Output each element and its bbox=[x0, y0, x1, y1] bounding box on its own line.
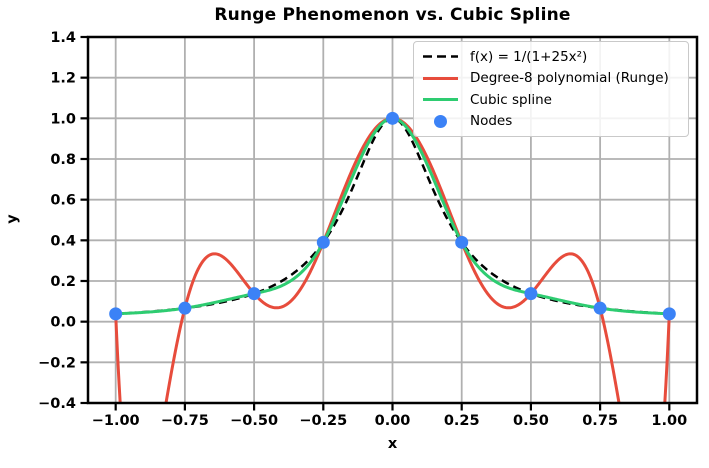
y-tick-label: 0.2 bbox=[50, 274, 76, 290]
legend: f(x) = 1/(1+25x²) Degree-8 polynomial (R… bbox=[413, 41, 689, 137]
legend-label-nodes: Nodes bbox=[470, 113, 513, 130]
node-point bbox=[109, 307, 123, 321]
dashed-line-swatch bbox=[422, 49, 459, 64]
y-tick-label: 0.0 bbox=[50, 315, 76, 331]
node-point bbox=[316, 235, 330, 249]
legend-label-true-function: f(x) = 1/(1+25x²) bbox=[470, 48, 588, 65]
x-tick-label: −0.50 bbox=[230, 413, 278, 429]
y-tick-label: 1.2 bbox=[50, 71, 76, 87]
y-axis-label: y bbox=[4, 214, 21, 224]
y-tick-label: 1.4 bbox=[50, 30, 76, 46]
legend-item-spline: Cubic spline bbox=[422, 89, 680, 111]
x-tick-label: 1.00 bbox=[651, 413, 687, 429]
legend-item-nodes: Nodes bbox=[422, 111, 680, 133]
y-tick-label: −0.2 bbox=[38, 355, 76, 371]
legend-node-marker bbox=[434, 114, 447, 128]
node-point bbox=[455, 235, 469, 249]
y-tick-label: 0.8 bbox=[50, 152, 76, 168]
y-tick-label: 0.4 bbox=[50, 233, 76, 249]
nodes-marker-swatch bbox=[422, 114, 459, 129]
y-tick-label: 0.6 bbox=[50, 193, 76, 209]
node-point bbox=[593, 301, 607, 315]
x-axis-label: x bbox=[387, 436, 398, 452]
legend-item-polynomial: Degree-8 polynomial (Runge) bbox=[422, 68, 680, 90]
y-tick-label: −0.4 bbox=[38, 396, 76, 412]
node-point bbox=[662, 307, 676, 321]
legend-label-spline: Cubic spline bbox=[470, 91, 552, 108]
red-line-swatch bbox=[422, 71, 459, 86]
node-point bbox=[524, 287, 538, 301]
y-tick-label: 1.0 bbox=[50, 111, 76, 127]
x-tick-label: 0.75 bbox=[582, 413, 618, 429]
x-tick-label: −1.00 bbox=[92, 413, 140, 429]
legend-label-polynomial: Degree-8 polynomial (Runge) bbox=[470, 70, 669, 87]
x-tick-label: 0.25 bbox=[444, 413, 480, 429]
node-point bbox=[178, 301, 192, 315]
x-tick-label: 0.00 bbox=[375, 413, 411, 429]
legend-item-true-function: f(x) = 1/(1+25x²) bbox=[422, 46, 680, 68]
x-tick-label: 0.50 bbox=[513, 413, 549, 429]
chart-title: Runge Phenomenon vs. Cubic Spline bbox=[214, 5, 571, 25]
node-point bbox=[386, 111, 399, 125]
green-line-swatch bbox=[422, 92, 459, 107]
node-point bbox=[247, 287, 261, 301]
x-tick-label: −0.75 bbox=[161, 413, 209, 429]
x-tick-label: −0.25 bbox=[299, 413, 347, 429]
